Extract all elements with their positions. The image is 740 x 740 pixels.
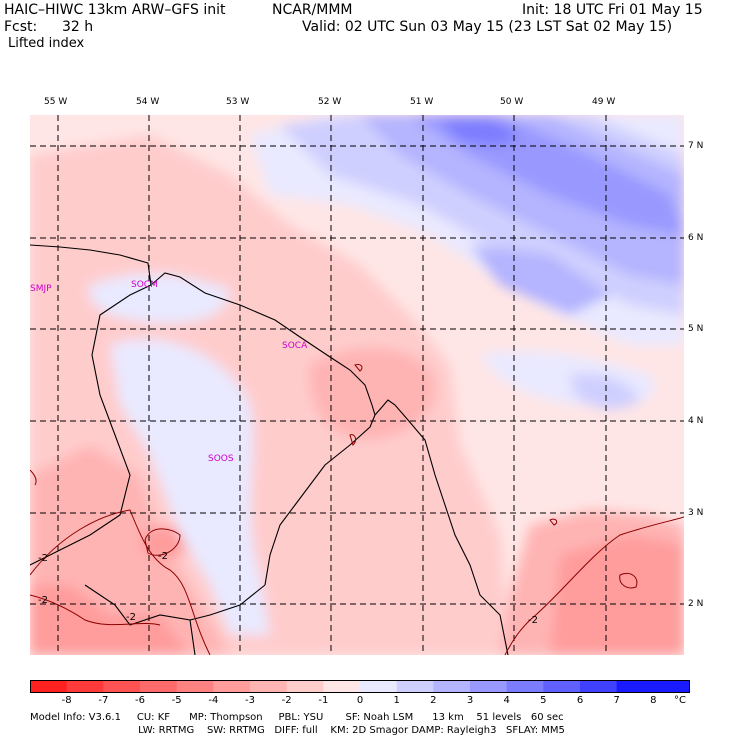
colorbar-swatch bbox=[140, 680, 178, 693]
colorbar-tick-label: 2 bbox=[430, 695, 437, 706]
lat-label-5n: 5 N bbox=[688, 324, 704, 334]
contour-lines bbox=[30, 364, 684, 655]
colorbar-tick-label: -7 bbox=[98, 695, 109, 706]
lat-label-2n: 2 N bbox=[688, 599, 704, 609]
coastlines-borders bbox=[30, 244, 509, 655]
lon-label-49w: 49 W bbox=[592, 97, 616, 107]
model-info-line2: LW: RRTMG SW: RRTMG DIFF: full KM: 2D Sm… bbox=[30, 725, 565, 736]
colorbar-swatch bbox=[66, 680, 104, 693]
lon-label-53w: 53 W bbox=[226, 97, 250, 107]
station-soos: SOOS bbox=[208, 454, 234, 464]
lat-label-6n: 6 N bbox=[688, 233, 704, 243]
lat-label-7n: 7 N bbox=[688, 141, 704, 151]
colorbar-tick-label: 6 bbox=[576, 695, 584, 706]
lon-label-52w: 52 W bbox=[318, 97, 342, 107]
border-south bbox=[84, 584, 196, 655]
field-title: Lifted index bbox=[8, 36, 85, 51]
contour-label: -2 bbox=[38, 553, 48, 564]
station-socm: SOCM bbox=[131, 280, 158, 290]
colorbar-tick-label: 7 bbox=[613, 695, 620, 706]
lon-label-51w: 51 W bbox=[410, 97, 434, 107]
contour-label: -2 bbox=[126, 612, 136, 623]
colorbar-swatch bbox=[653, 680, 690, 693]
colorbar-tick-label: 5 bbox=[540, 695, 547, 706]
colorbar-swatch bbox=[286, 680, 324, 693]
colorbar-swatch bbox=[580, 680, 618, 693]
colorbar-tick-label: -5 bbox=[171, 695, 182, 706]
colorbar-tick-label: -1 bbox=[318, 695, 329, 706]
border-suriname-west bbox=[30, 284, 152, 566]
colorbar-swatch bbox=[30, 680, 68, 693]
coastline-guianas bbox=[150, 272, 376, 416]
colorbar-tick-label: 3 bbox=[466, 695, 474, 706]
contour-label: -2 bbox=[158, 551, 168, 562]
colorbar-tick-label: -3 bbox=[245, 695, 255, 706]
border-french-guiana bbox=[264, 414, 376, 586]
colorbar-tick-label: -2 bbox=[281, 695, 292, 706]
colorbar-tick-label: 8 bbox=[650, 695, 657, 706]
lon-label-54w: 54 W bbox=[136, 97, 160, 107]
model-info-line1: Model Info: V3.6.1 CU: KF MP: Thompson P… bbox=[30, 712, 564, 723]
colorbar-swatch bbox=[506, 680, 544, 693]
colorbar-swatch bbox=[250, 680, 288, 693]
colorbar-swatch bbox=[176, 680, 214, 693]
forecast-hours: 32 h bbox=[62, 19, 94, 35]
coastline-amapa bbox=[374, 399, 509, 655]
model-title: HAIC–HIWC 13km ARW–GFS init bbox=[4, 2, 226, 18]
colorbar-swatch bbox=[616, 680, 654, 693]
colorbar-unit: °C bbox=[674, 695, 686, 706]
organization-label: NCAR/MMM bbox=[272, 2, 353, 18]
colorbar-swatch bbox=[543, 680, 581, 693]
colorbar-tick-label: -6 bbox=[135, 695, 145, 706]
colorbar-swatch bbox=[103, 680, 141, 693]
colorbar-outline bbox=[30, 680, 690, 693]
station-soca: SOCA bbox=[282, 341, 308, 351]
lat-label-3n: 3 N bbox=[688, 508, 704, 518]
colorbar-tick-label: 1 bbox=[393, 695, 400, 706]
lat-label-4n: 4 N bbox=[688, 416, 704, 426]
contour-label: -2 bbox=[528, 615, 538, 626]
station-smjp: SMJP bbox=[30, 284, 52, 294]
contour-label: -2 bbox=[38, 595, 48, 606]
colorbar-swatch bbox=[433, 680, 471, 693]
colorbar-swatch bbox=[360, 680, 398, 693]
colorbar-tick-label: -8 bbox=[61, 695, 72, 706]
init-time: Init: 18 UTC Fri 01 May 15 bbox=[522, 2, 703, 18]
colorbar-tick-label: 4 bbox=[503, 695, 510, 706]
colorbar-tick-label: -4 bbox=[208, 695, 219, 706]
colorbar-swatch bbox=[213, 680, 251, 693]
colorbar-swatch bbox=[396, 680, 434, 693]
forecast-label: Fcst: bbox=[4, 19, 38, 35]
valid-time: Valid: 02 UTC Sun 03 May 15 (23 LST Sat … bbox=[302, 19, 673, 35]
colorbar-swatch bbox=[470, 680, 508, 693]
lon-label-50w: 50 W bbox=[500, 97, 524, 107]
colorbar bbox=[30, 680, 690, 693]
lon-label-55w: 55 W bbox=[44, 97, 68, 107]
lat-lon-grid bbox=[30, 115, 684, 655]
colorbar-tick-label: 0 bbox=[356, 695, 364, 706]
colorbar-swatch bbox=[323, 680, 361, 693]
lifted-index-map bbox=[30, 115, 684, 655]
shaded-field bbox=[30, 115, 684, 655]
